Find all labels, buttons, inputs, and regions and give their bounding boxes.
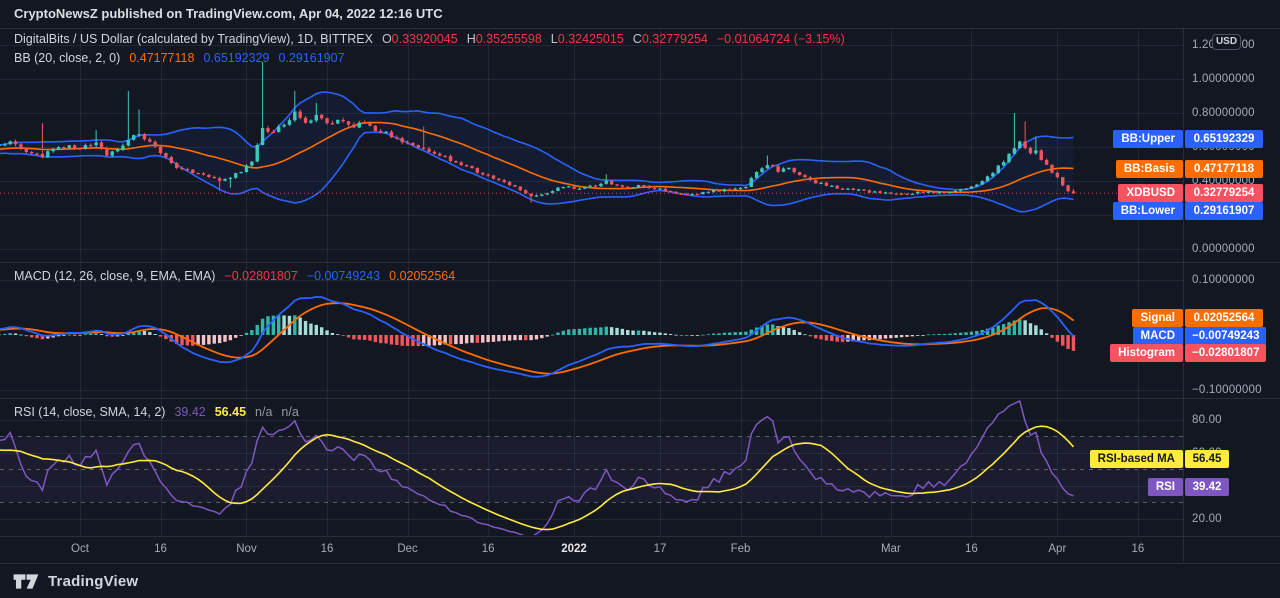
bb-legend-bb-lower-value: 0.29161907 xyxy=(278,51,345,65)
bb-legend-row[interactable]: BB (20, close, 2, 0) 0.47177118 0.6519232… xyxy=(14,51,354,65)
macd-legend-values: −0.02801807 −0.00749243 0.02052564 xyxy=(224,269,464,283)
ohlc-open: O0.33920045 xyxy=(381,32,458,46)
time-axis-label: Nov xyxy=(236,543,257,555)
bb-lower-label-value: 0.29161907 xyxy=(1185,202,1263,220)
time-axis-label: 17 xyxy=(653,543,667,555)
time-axis-label: 2022 xyxy=(561,543,587,555)
bb-upper-label-name: BB:Upper xyxy=(1113,130,1183,148)
publisher-note: CryptoNewsZ published on TradingView.com… xyxy=(14,6,443,21)
time-axis-border xyxy=(0,536,1280,537)
bb-basis-label-name: BB:Basis xyxy=(1115,160,1183,178)
rsi-label-value: 39.42 xyxy=(1185,478,1229,496)
time-axis-label: 16 xyxy=(154,543,167,555)
rsi-legend-na-1-value: n/a xyxy=(255,405,273,419)
macd-label-value: −0.00749243 xyxy=(1185,327,1267,345)
bb-legend-bb-basis-value: 0.47177118 xyxy=(129,51,195,65)
ohlc-close: C0.32779254 xyxy=(632,32,708,46)
ohlc-high: H0.35255598 xyxy=(466,32,542,46)
price-scale-border xyxy=(1183,29,1184,562)
rsi-legend-na-2-value: n/a xyxy=(281,405,299,419)
ohlc-low: L0.32425015 xyxy=(550,32,624,46)
currency-toggle-button[interactable]: USD xyxy=(1212,34,1241,50)
rsi-axis-tick: 20.00 xyxy=(1192,513,1222,525)
macd-legend-signal-value: 0.02052564 xyxy=(389,269,456,283)
time-axis-label: Apr xyxy=(1048,543,1067,555)
time-axis-label: Mar xyxy=(880,543,901,555)
tradingview-logo-icon[interactable] xyxy=(13,573,39,590)
rsi-axis-tick: 80.00 xyxy=(1192,414,1222,426)
symbol-price-label-value: 0.32779254 xyxy=(1185,184,1263,202)
price-axis-tick: 1.00000000 xyxy=(1192,73,1255,85)
rsi-ma-label-value: 56.45 xyxy=(1185,450,1229,468)
pane-separator-rsi[interactable] xyxy=(0,398,1280,399)
rsi-legend-row[interactable]: RSI (14, close, SMA, 14, 2) 39.42 56.45 n/… xyxy=(14,405,308,419)
bb-legend-values: 0.47177118 0.65192329 0.29161907 xyxy=(129,51,353,65)
time-axis-label: 16 xyxy=(965,543,978,555)
signal-label-value: 0.02052564 xyxy=(1185,309,1263,327)
tradingview-brand[interactable]: TradingView xyxy=(48,572,139,590)
rsi-label-name: RSI xyxy=(1147,478,1183,496)
signal-label-name: Signal xyxy=(1132,309,1183,327)
price-legend-row[interactable]: DigitalBits / US Dollar (calculated by T… xyxy=(14,32,845,46)
macd-axis-tick: 0.10000000 xyxy=(1192,274,1255,286)
change-readout: −0.01064724 (−3.15%) xyxy=(716,32,845,46)
macd-label-name: MACD xyxy=(1132,327,1183,345)
histogram-label-name: Histogram xyxy=(1110,344,1183,362)
symbol-price-label-name: XDBUSD xyxy=(1118,184,1183,202)
bb-upper-label-value: 0.65192329 xyxy=(1185,130,1263,148)
time-axis-label: 16 xyxy=(481,543,495,555)
macd-legend-macd-value: −0.00749243 xyxy=(306,269,381,283)
rsi-indicator-title: RSI (14, close, SMA, 14, 2) xyxy=(14,405,166,419)
macd-indicator-title: MACD (12, 26, close, 9, EMA, EMA) xyxy=(14,269,216,283)
publisher-bar: CryptoNewsZ published on TradingView.com… xyxy=(0,0,1280,29)
price-axis-tick: 0.80000000 xyxy=(1192,107,1255,119)
time-axis-label: Oct xyxy=(71,543,89,555)
price-axis-tick: 0.00000000 xyxy=(1192,243,1255,255)
bb-lower-label-name: BB:Lower xyxy=(1112,202,1183,220)
time-axis-label: Feb xyxy=(730,543,751,555)
macd-axis-tick: −0.10000000 xyxy=(1192,384,1262,396)
time-axis[interactable]: Oct 16 Nov 16 Dec 16 2022 17 Feb Mar 16 Apr 16 xyxy=(0,537,1280,562)
rsi-legend-rsi-ma-value: 56.45 xyxy=(214,405,247,419)
macd-legend-row[interactable]: MACD (12, 26, close, 9, EMA, EMA) −0.028… xyxy=(14,269,464,283)
rsi-legend-values: 39.42 56.45 n/a n/a xyxy=(174,405,307,419)
rsi-legend-rsi-value: 39.42 xyxy=(174,405,206,419)
bb-basis-label-value: 0.47177118 xyxy=(1185,160,1263,178)
pane-separator-macd[interactable] xyxy=(0,262,1280,263)
time-axis-label: Dec xyxy=(397,543,418,555)
symbol-title: DigitalBits / US Dollar (calculated by T… xyxy=(14,32,373,46)
bb-indicator-title: BB (20, close, 2, 0) xyxy=(14,51,121,65)
time-axis-label: 16 xyxy=(320,543,334,555)
time-axis-label: 16 xyxy=(1131,543,1145,555)
macd-legend-histogram-value: −0.02801807 xyxy=(224,269,298,283)
bb-legend-bb-upper-value: 0.65192329 xyxy=(203,51,270,65)
footer-bar: TradingView xyxy=(0,563,1280,598)
rsi-ma-label-name: RSI-based MA xyxy=(1089,450,1183,468)
histogram-label-value: −0.02801807 xyxy=(1185,344,1267,362)
